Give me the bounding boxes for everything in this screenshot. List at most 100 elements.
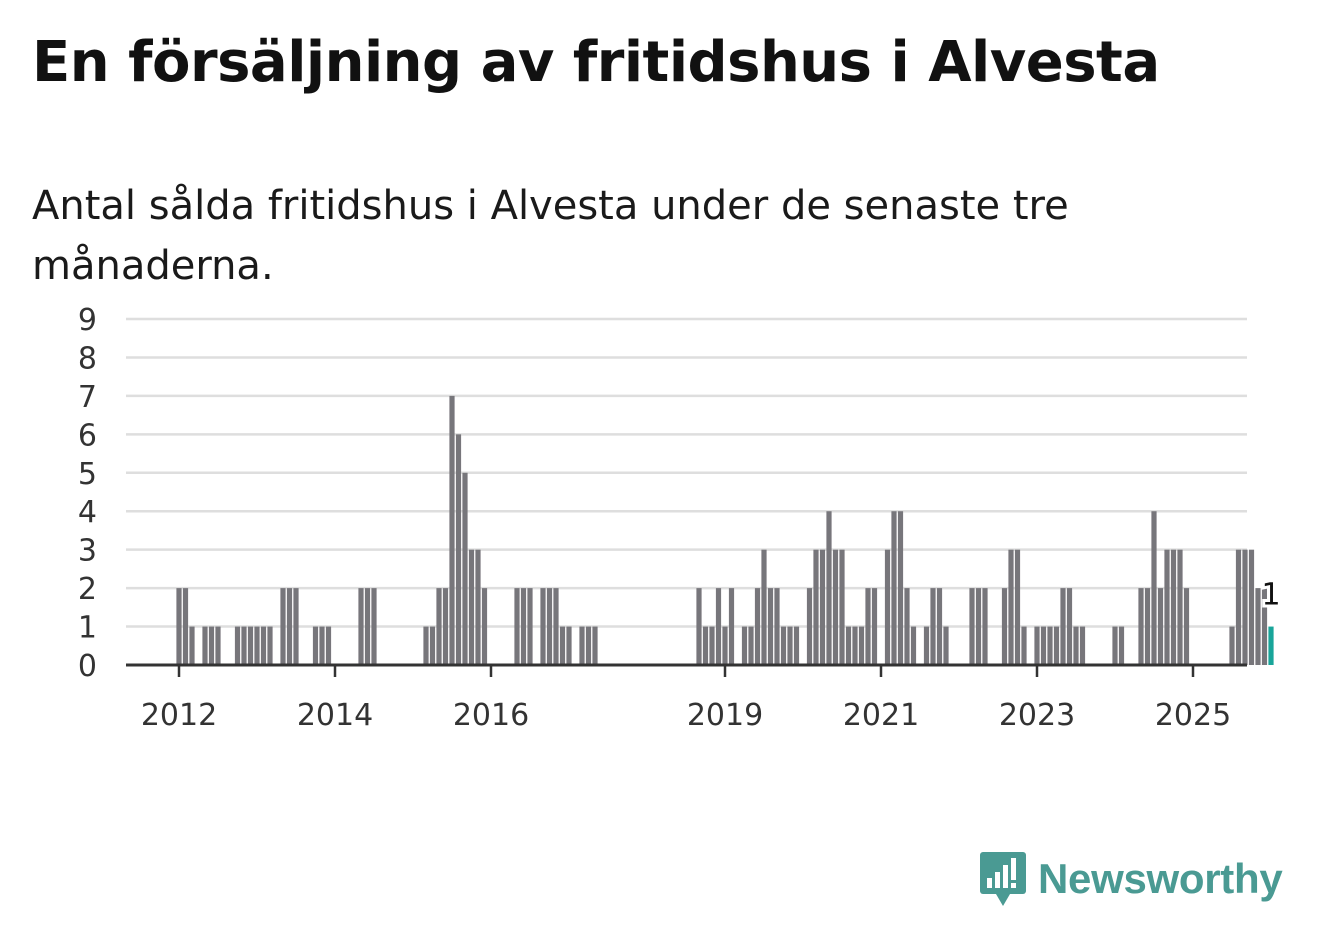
bar — [423, 626, 429, 665]
bar — [540, 588, 546, 665]
bar — [553, 588, 559, 665]
bar — [514, 588, 520, 665]
bar — [260, 626, 267, 665]
y-axis: 01 23 45 67 89 — [78, 303, 97, 684]
x-tick-label: 2019 — [687, 698, 763, 733]
bar — [1177, 549, 1183, 665]
bar — [579, 626, 585, 665]
bar — [852, 626, 858, 665]
bar — [1079, 626, 1086, 665]
bar — [312, 626, 319, 665]
bar — [1255, 588, 1261, 665]
bar — [325, 626, 332, 665]
y-tick-label: 7 — [78, 380, 97, 415]
bar-latest — [1268, 626, 1274, 665]
y-tick-label: 4 — [78, 495, 97, 530]
bar — [585, 626, 592, 665]
bar — [475, 549, 481, 665]
bar — [319, 626, 325, 665]
bar — [826, 511, 832, 665]
y-tick-label: 6 — [78, 418, 97, 453]
bar — [280, 588, 286, 665]
bar — [182, 588, 189, 665]
last-value-label: 1 — [1261, 578, 1280, 613]
bar — [1073, 626, 1079, 665]
bar — [839, 549, 845, 665]
y-tick-label: 5 — [78, 457, 97, 492]
x-tick-label: 2025 — [1155, 698, 1231, 733]
bar — [897, 511, 904, 665]
bar — [1118, 626, 1125, 665]
bar — [189, 626, 195, 665]
x-tick-label: 2016 — [453, 698, 529, 733]
bar — [930, 588, 936, 665]
bar — [982, 588, 988, 665]
bar — [546, 588, 553, 665]
y-tick-label: 8 — [78, 341, 97, 376]
bar — [696, 588, 702, 665]
bar — [702, 626, 709, 665]
bar — [371, 588, 377, 665]
bar — [891, 511, 897, 665]
y-tick-label: 9 — [78, 303, 97, 338]
bar — [748, 626, 754, 665]
bar — [1047, 626, 1053, 665]
bar — [429, 626, 436, 665]
bar — [1001, 588, 1008, 665]
y-tick-label: 1 — [78, 611, 97, 646]
bar — [1164, 549, 1170, 665]
bar — [468, 549, 475, 665]
bar — [1144, 588, 1151, 665]
bar — [436, 588, 442, 665]
newsworthy-logo-icon — [980, 852, 1026, 906]
bar — [267, 626, 273, 665]
bar — [202, 626, 208, 665]
bar — [481, 588, 488, 665]
bar — [943, 626, 949, 665]
bar — [1157, 588, 1164, 665]
bar — [1242, 549, 1248, 665]
bar — [455, 434, 462, 665]
bar — [793, 626, 800, 665]
y-tick-label: 3 — [78, 534, 97, 569]
bar — [1112, 626, 1118, 665]
bar — [845, 626, 852, 665]
bar — [936, 588, 943, 665]
bar — [286, 588, 293, 665]
bar — [1066, 588, 1073, 665]
bar — [1034, 626, 1040, 665]
bars — [176, 395, 1274, 665]
x-tick-label: 2014 — [297, 698, 373, 733]
bar — [1040, 626, 1047, 665]
bar — [754, 588, 761, 665]
chart-title: En försäljning av fritidshus i Alvesta — [32, 30, 1160, 95]
bar — [819, 549, 826, 665]
bar — [364, 588, 371, 665]
bar — [865, 588, 871, 665]
bar — [774, 588, 780, 665]
bar — [293, 588, 299, 665]
bar — [215, 626, 221, 665]
bar — [722, 626, 728, 665]
bar — [1170, 549, 1177, 665]
bar — [904, 588, 910, 665]
bar — [1138, 588, 1144, 665]
y-tick-label: 2 — [78, 572, 97, 607]
bar — [462, 472, 468, 665]
bar — [1235, 549, 1242, 665]
y-tick-label: 0 — [78, 649, 97, 684]
bar — [559, 626, 566, 665]
brand-name: Newsworthy — [1038, 855, 1283, 902]
bar — [520, 588, 527, 665]
bar — [527, 588, 533, 665]
bar — [208, 626, 215, 665]
bar — [247, 626, 254, 665]
bar — [566, 626, 572, 665]
bar — [884, 549, 891, 665]
bar — [254, 626, 260, 665]
bar — [1014, 549, 1021, 665]
bar — [728, 588, 735, 665]
brand-logo: Newsworthy — [978, 846, 1283, 912]
bar — [592, 626, 598, 665]
